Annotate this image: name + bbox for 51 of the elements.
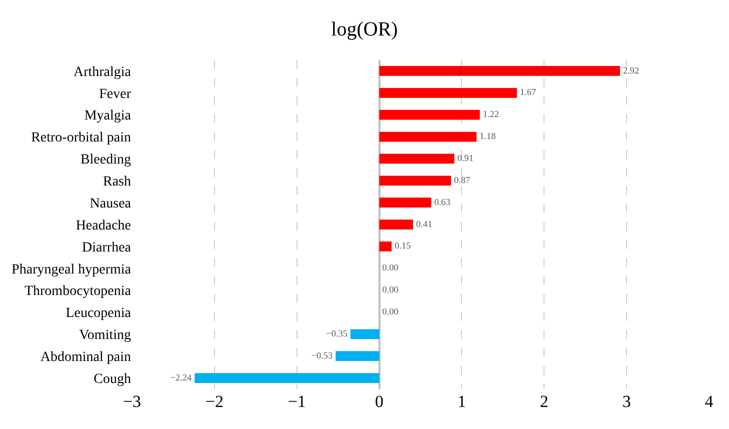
y-tick-label: Thrombocytopenia [24,284,132,300]
y-tick-label: Myalgia [84,108,132,124]
y-tick-label: Diarrhea [82,240,132,256]
y-tick-label: Fever [99,86,132,102]
data-label: 0.41 [416,218,433,229]
data-label: 0.00 [382,284,399,295]
data-label: 0.00 [382,262,399,273]
data-label: 1.67 [520,87,536,98]
x-tick-label: 0 [375,392,384,411]
bar [379,66,620,76]
data-label: 0.15 [394,240,412,251]
x-tick-label: −3 [122,392,142,411]
data-label: 0.00 [382,306,399,317]
x-tick-label: −2 [205,392,224,411]
y-tick-label: Arthralgia [73,64,132,80]
data-label: 1.22 [482,109,500,120]
bar [379,88,517,98]
y-tick-label: Vomiting [79,328,131,344]
bar [379,176,451,186]
y-tick-label: Rash [103,174,131,190]
bar [336,351,380,362]
y-tick-label: Retro-orbital pain [31,130,131,146]
y-tick-label: Abdominal pain [40,350,131,365]
x-tick-label: 4 [704,392,714,411]
bar [379,132,477,142]
y-tick-label: Pharyngeal hypermia [12,262,132,278]
bar [379,110,480,120]
bar [194,373,380,383]
x-tick-label: 1 [457,392,466,411]
data-label: 0.91 [457,153,474,164]
data-label: 0.87 [454,174,471,185]
bar [379,198,432,208]
bar [379,220,414,230]
data-label: 0.63 [434,196,451,207]
data-label: 2.92 [622,65,640,76]
y-tick-label: Headache [76,218,131,234]
x-tick-label: −1 [288,392,306,411]
data-label: −0.53 [311,350,333,360]
y-tick-label: Cough [94,372,131,387]
x-tick-label: 2 [540,392,548,411]
chart-title: log(OR) [331,18,398,40]
y-tick-label: Nausea [90,196,132,212]
y-tick-label: Bleeding [80,152,131,168]
x-tick-label: 3 [622,392,631,411]
bar [350,329,380,340]
bar [379,242,392,252]
data-label: 1.18 [480,131,496,142]
y-tick-label: Leucopenia [66,306,132,322]
bar [379,154,454,164]
data-label: −0.35 [326,328,348,338]
data-label: −2.24 [170,372,192,382]
